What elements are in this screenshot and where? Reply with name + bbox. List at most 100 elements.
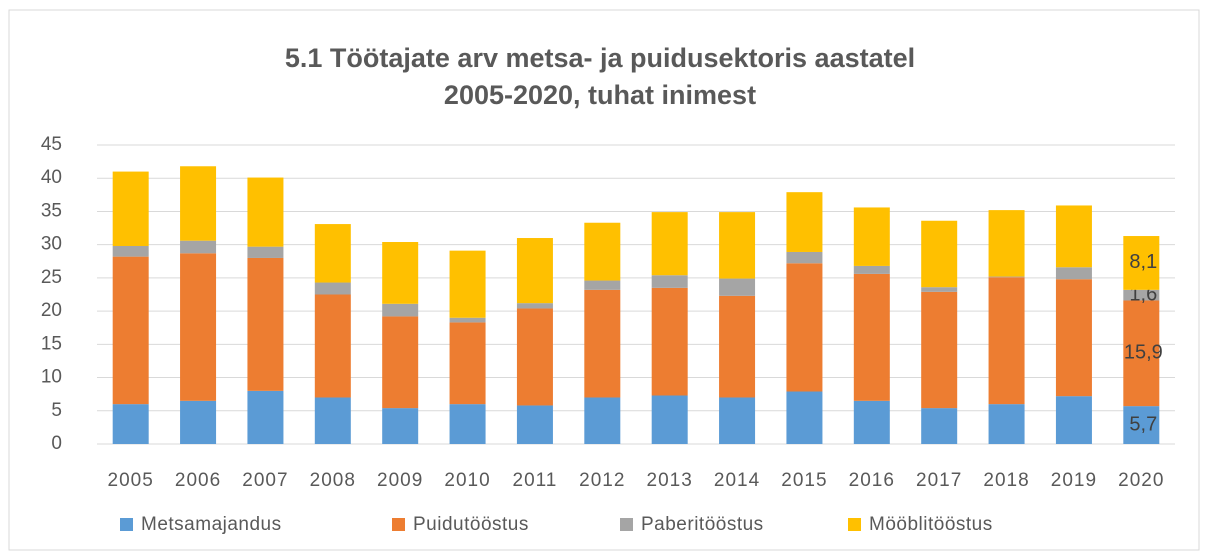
bar-segment [651, 395, 688, 444]
bar-segment [1123, 406, 1160, 444]
x-tick-label: 2020 [1118, 470, 1164, 491]
bar-segment [988, 404, 1025, 444]
y-tick-label: 45 [41, 134, 62, 155]
bar-segment [1123, 289, 1160, 301]
bar-segment [382, 316, 419, 409]
legend-swatch [848, 518, 861, 531]
bar-segment [651, 212, 688, 276]
y-tick-label: 5 [51, 400, 62, 421]
bar-segment [449, 317, 486, 323]
legend-label: Paberitööstus [641, 514, 764, 535]
bar-segment [988, 277, 1025, 405]
x-tick-label: 2008 [310, 470, 356, 491]
x-tick-label: 2011 [513, 470, 558, 491]
bar-segment [853, 273, 890, 401]
bar-segment [112, 171, 149, 246]
y-tick-label: 20 [41, 300, 62, 321]
bar-segment [584, 289, 621, 398]
y-tick-label: 30 [41, 234, 62, 255]
bar-segment [1055, 279, 1092, 397]
bar-segment [516, 308, 553, 406]
bar-segment [180, 400, 217, 444]
bar-segment [719, 397, 756, 444]
bar-segment [853, 207, 890, 266]
data-label: 8,1 [1129, 251, 1157, 273]
bar-segment [382, 303, 419, 317]
chart-subtitle: 2005-2020, tuhat inimest [444, 80, 756, 110]
legend-swatch [392, 518, 405, 531]
bar-segment [314, 282, 351, 295]
chart-title: 5.1 Töötajate arv metsa- ja puidusektori… [285, 43, 915, 73]
bar-segment [853, 265, 890, 274]
bar-segment [786, 192, 823, 252]
x-tick-label: 2007 [242, 470, 288, 491]
bar-segment [449, 250, 486, 318]
bar-segment [247, 177, 284, 247]
bar-segment [449, 404, 486, 444]
bar-segment [247, 390, 284, 444]
bar-segment [112, 256, 149, 405]
bar-segment [921, 287, 958, 292]
y-tick-label: 0 [51, 433, 62, 454]
bar-segment [1123, 300, 1160, 407]
x-tick-label: 2005 [108, 470, 154, 491]
bar-segment [516, 405, 553, 444]
bar-segment [382, 408, 419, 444]
bar-segment [584, 397, 621, 444]
bar-segment [988, 210, 1025, 277]
legend-swatch [120, 518, 133, 531]
bar-segment [786, 391, 823, 444]
bar-segment [584, 280, 621, 290]
bar-segment [719, 212, 756, 279]
data-label: 15,9 [1124, 342, 1163, 364]
bar-segment [651, 287, 688, 396]
bar-segment [247, 246, 284, 258]
bar-segment [180, 253, 217, 401]
data-label: 5,7 [1129, 413, 1157, 435]
x-tick-label: 2013 [647, 470, 693, 491]
bar-segment [449, 322, 486, 405]
bar-segment [584, 222, 621, 281]
bar-segment [853, 400, 890, 444]
bar-segment [1055, 396, 1092, 444]
y-tick-label: 10 [41, 367, 62, 388]
bar-segment [988, 276, 1025, 278]
bar-segment [180, 166, 217, 241]
x-tick-label: 2017 [916, 470, 962, 491]
x-tick-label: 2018 [983, 470, 1029, 491]
bar-segment [382, 242, 419, 304]
bar-segment [1123, 236, 1160, 290]
bar-segment [921, 408, 958, 444]
bar-segment [180, 240, 217, 254]
bar-segment [516, 303, 553, 309]
legend-label: Metsamajandus [141, 514, 282, 535]
x-tick-label: 2016 [849, 470, 895, 491]
bar-segment [247, 257, 284, 391]
x-tick-label: 2014 [714, 470, 760, 491]
bar-segment [786, 263, 823, 392]
bar-segment [921, 220, 958, 288]
bar-segment [1055, 267, 1092, 280]
legend-swatch [620, 518, 633, 531]
bar-segment [651, 275, 688, 288]
legend-label: Puidutööstus [413, 514, 529, 535]
x-tick-label: 2015 [781, 470, 827, 491]
x-tick-label: 2019 [1051, 470, 1097, 491]
bar-segment [719, 295, 756, 398]
bar-segment [112, 404, 149, 444]
bar-segment [112, 245, 149, 257]
x-tick-label: 2010 [444, 470, 490, 491]
y-tick-label: 40 [41, 167, 62, 188]
bar-segment [719, 278, 756, 296]
y-tick-label: 15 [41, 333, 62, 354]
bar-segment [314, 397, 351, 444]
bar-segment [516, 238, 553, 304]
bar-segment [1055, 205, 1092, 268]
x-tick-label: 2009 [377, 470, 423, 491]
bar-segment [314, 224, 351, 283]
bar-segment [314, 294, 351, 398]
x-tick-label: 2012 [579, 470, 625, 491]
y-tick-label: 35 [41, 200, 62, 221]
x-tick-label: 2006 [175, 470, 221, 491]
